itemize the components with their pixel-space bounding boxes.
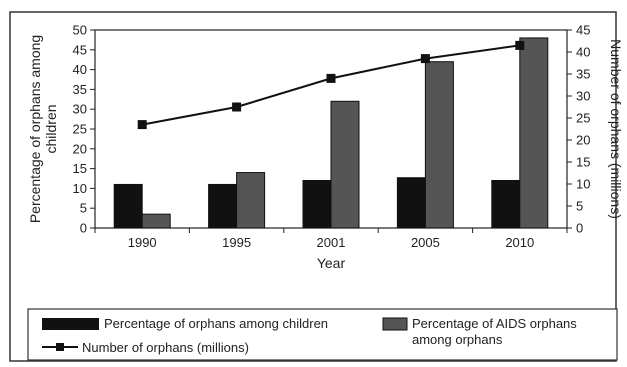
bar-aids-orphans-pct xyxy=(519,37,549,229)
y-left-tick-label: 30 xyxy=(73,102,87,117)
legend-swatch-aids-pct xyxy=(382,317,408,331)
y-left-tick-label: 25 xyxy=(73,122,87,137)
y-left-tick-label: 50 xyxy=(73,23,87,38)
legend-label-orphans-pct: Percentage of orphans among children xyxy=(104,316,328,331)
bar-orphans-pct xyxy=(113,183,143,229)
line-point-orphans-count xyxy=(232,102,242,112)
y-axis-left-title: Percentage of orphans among xyxy=(27,35,43,223)
y-left-tick-label: 0 xyxy=(80,221,87,236)
line-series xyxy=(137,40,525,130)
y-right-tick-label: 20 xyxy=(576,133,590,148)
line-point-orphans-count xyxy=(420,54,430,64)
y-right-tick-label: 15 xyxy=(576,155,590,170)
y-right-tick-label: 25 xyxy=(576,111,590,126)
legend-label-aids-pct: Percentage of AIDS orphans xyxy=(412,316,577,331)
legend-line-marker xyxy=(56,343,64,351)
y-right-tick-label: 40 xyxy=(576,45,590,60)
x-axis-title: Year xyxy=(317,255,346,271)
bar-aids-orphans-pct xyxy=(330,100,360,229)
line-point-orphans-count xyxy=(137,120,147,130)
x-tick-label: 2005 xyxy=(411,235,440,250)
outer-border xyxy=(9,11,617,362)
bars xyxy=(113,37,549,229)
x-axis-ticks: 1990 1995 2001 2005 2010 xyxy=(94,228,568,250)
line-point-orphans-count xyxy=(515,40,525,50)
y-left-tick-label: 40 xyxy=(73,62,87,77)
legend-box xyxy=(27,308,618,361)
legend-label-aids-pct-line2: among orphans xyxy=(412,332,503,347)
y-left-tick-label: 20 xyxy=(73,141,87,156)
bar-aids-orphans-pct xyxy=(141,213,171,229)
y-right-tick-label: 5 xyxy=(576,199,583,214)
bar-orphans-pct xyxy=(491,179,521,229)
y-left-tick-label: 5 xyxy=(80,201,87,216)
legend: Percentage of orphans among children Per… xyxy=(27,308,618,361)
y-right-tick-label: 10 xyxy=(576,177,590,192)
y-left-tick-label: 45 xyxy=(73,42,87,57)
x-tick-label: 1990 xyxy=(128,235,157,250)
x-tick-label: 2010 xyxy=(505,235,534,250)
y-right-tick-label: 35 xyxy=(576,67,590,82)
y-left-tick-label: 15 xyxy=(73,161,87,176)
bar-orphans-pct xyxy=(396,177,426,229)
bar-aids-orphans-pct xyxy=(424,61,454,229)
y-axis-right-ticks: 0 5 10 15 20 25 30 35 40 45 xyxy=(567,23,590,236)
y-axis-right-title: Number of orphans (millions) xyxy=(608,39,624,219)
y-left-tick-label: 35 xyxy=(73,82,87,97)
y-right-tick-label: 30 xyxy=(576,89,590,104)
line-point-orphans-count xyxy=(326,73,336,83)
legend-swatch-orphans-pct xyxy=(42,318,99,330)
y-left-tick-label: 10 xyxy=(73,181,87,196)
y-axis-left-ticks: 0 5 10 15 20 25 30 35 40 45 50 xyxy=(73,23,95,236)
bar-orphans-pct xyxy=(302,179,332,229)
bar-orphans-pct xyxy=(208,183,238,229)
y-right-tick-label: 0 xyxy=(576,221,583,236)
x-tick-label: 2001 xyxy=(317,235,346,250)
y-axis-left-title-line2: children xyxy=(43,104,59,153)
x-tick-label: 1995 xyxy=(222,235,251,250)
bar-aids-orphans-pct xyxy=(236,172,266,229)
legend-label-orphans-count: Number of orphans (millions) xyxy=(82,340,249,355)
y-right-tick-label: 45 xyxy=(576,23,590,38)
